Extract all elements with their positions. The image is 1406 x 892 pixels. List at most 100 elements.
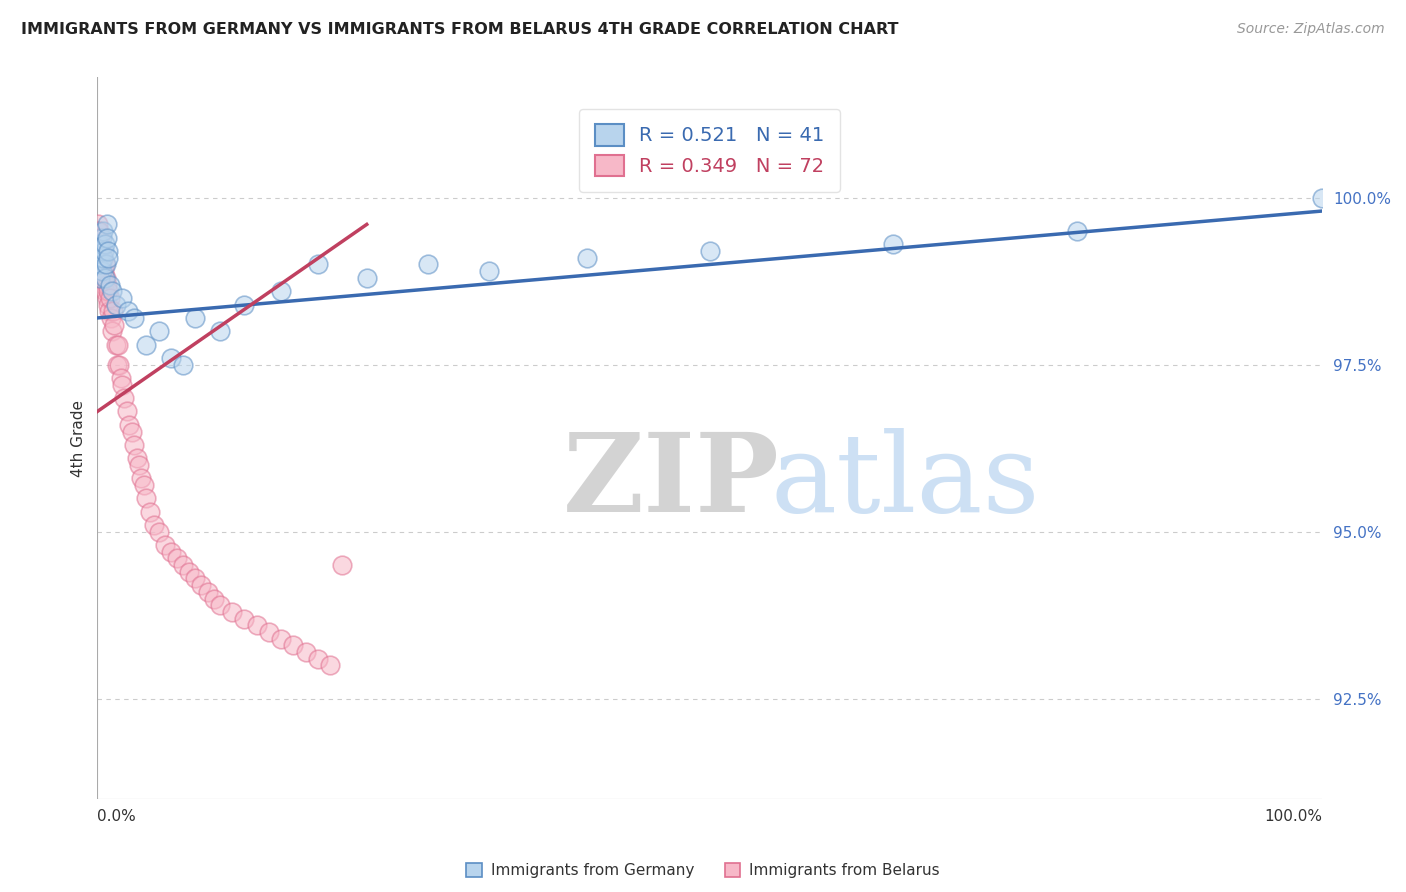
Point <box>148 524 170 539</box>
Point <box>108 358 131 372</box>
Point <box>121 425 143 439</box>
Point <box>159 351 181 365</box>
Point <box>101 324 124 338</box>
Point <box>159 545 181 559</box>
Point <box>125 451 148 466</box>
Point <box>96 218 118 232</box>
Point <box>104 297 127 311</box>
Point <box>89 231 111 245</box>
Point <box>86 224 108 238</box>
Point <box>89 258 111 272</box>
Point <box>190 578 212 592</box>
Point <box>122 438 145 452</box>
Point <box>233 611 256 625</box>
Point <box>118 417 141 432</box>
Point <box>91 251 114 265</box>
Point <box>112 391 135 405</box>
Point <box>478 264 501 278</box>
Point <box>87 224 110 238</box>
Point <box>172 358 194 372</box>
Point <box>882 237 904 252</box>
Point <box>94 258 117 272</box>
Text: ZIP: ZIP <box>562 428 779 535</box>
Point <box>89 237 111 252</box>
Point <box>94 284 117 298</box>
Point <box>89 258 111 272</box>
Point <box>90 264 112 278</box>
Point <box>208 324 231 338</box>
Point <box>103 318 125 332</box>
Point <box>89 244 111 259</box>
Point <box>90 258 112 272</box>
Point <box>221 605 243 619</box>
Point <box>294 645 316 659</box>
Point <box>107 337 129 351</box>
Point <box>153 538 176 552</box>
Point <box>90 270 112 285</box>
Point <box>172 558 194 573</box>
Point <box>208 598 231 612</box>
Y-axis label: 4th Grade: 4th Grade <box>72 400 86 476</box>
Legend: R = 0.521   N = 41, R = 0.349   N = 72: R = 0.521 N = 41, R = 0.349 N = 72 <box>579 109 841 192</box>
Point <box>91 251 114 265</box>
Point <box>93 237 115 252</box>
Point <box>699 244 721 259</box>
Point <box>97 284 120 298</box>
Point <box>98 291 121 305</box>
Point <box>93 244 115 259</box>
Point <box>93 264 115 278</box>
Point <box>131 471 153 485</box>
Point <box>98 277 121 292</box>
Point <box>115 404 138 418</box>
Point <box>179 565 201 579</box>
Text: 100.0%: 100.0% <box>1264 809 1322 824</box>
Point <box>576 251 599 265</box>
Point <box>87 244 110 259</box>
Point <box>98 304 121 318</box>
Point <box>87 231 110 245</box>
Point <box>135 337 157 351</box>
Point <box>122 310 145 325</box>
Point <box>97 251 120 265</box>
Point <box>94 270 117 285</box>
Text: atlas: atlas <box>770 428 1040 535</box>
Point <box>135 491 157 506</box>
Point <box>197 585 219 599</box>
Point <box>93 258 115 272</box>
Point <box>270 632 292 646</box>
Point <box>166 551 188 566</box>
Point <box>94 270 117 285</box>
Point <box>89 270 111 285</box>
Point <box>1310 191 1333 205</box>
Text: IMMIGRANTS FROM GERMANY VS IMMIGRANTS FROM BELARUS 4TH GRADE CORRELATION CHART: IMMIGRANTS FROM GERMANY VS IMMIGRANTS FR… <box>21 22 898 37</box>
Point <box>97 297 120 311</box>
Point <box>104 337 127 351</box>
Point <box>307 651 329 665</box>
Point <box>93 277 115 292</box>
Point <box>110 371 132 385</box>
Point <box>132 478 155 492</box>
Point <box>89 251 111 265</box>
Point <box>142 518 165 533</box>
Point <box>257 624 280 639</box>
Point <box>117 304 139 318</box>
Point <box>93 224 115 238</box>
Point <box>330 558 353 573</box>
Point <box>90 264 112 278</box>
Point <box>1066 224 1088 238</box>
Text: 0.0%: 0.0% <box>97 809 136 824</box>
Point <box>202 591 225 606</box>
Point <box>90 251 112 265</box>
Point <box>100 310 122 325</box>
Point <box>111 377 134 392</box>
Point <box>91 270 114 285</box>
Point <box>356 270 378 285</box>
Point <box>87 251 110 265</box>
Point <box>283 638 305 652</box>
Point <box>91 231 114 245</box>
Point <box>139 505 162 519</box>
Point <box>89 237 111 252</box>
Text: Source: ZipAtlas.com: Source: ZipAtlas.com <box>1237 22 1385 37</box>
Point <box>87 218 110 232</box>
Point <box>90 244 112 259</box>
